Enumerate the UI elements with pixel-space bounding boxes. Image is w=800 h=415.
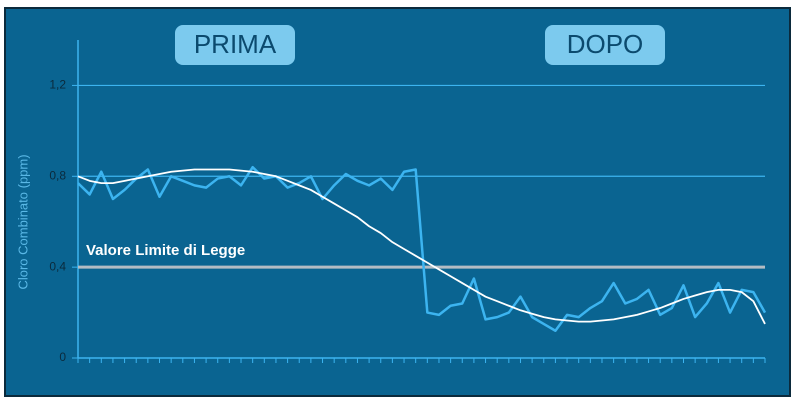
phase-label: DOPO <box>567 29 644 59</box>
series-line <box>77 165 767 332</box>
y-tick-label: 0 <box>59 350 66 364</box>
chart-background <box>4 7 791 397</box>
phase-label: PRIMA <box>194 29 277 59</box>
phase-box <box>175 25 295 65</box>
y-tick-label: 0,8 <box>49 168 66 182</box>
limit-label: Valore Limite di Legge <box>86 242 245 259</box>
y-tick-label: 0,4 <box>49 259 66 273</box>
series-line <box>77 168 766 325</box>
phase-box <box>545 25 665 65</box>
y-tick-label: 1,2 <box>49 78 66 92</box>
y-axis-label: Cloro Combinato (ppm) <box>15 154 30 289</box>
